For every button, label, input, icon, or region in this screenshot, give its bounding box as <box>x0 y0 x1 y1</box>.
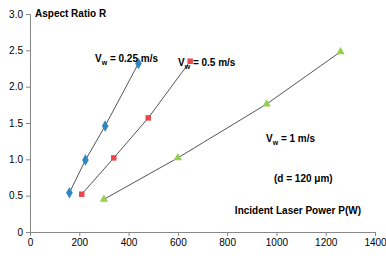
x-tick: 0 <box>28 232 34 248</box>
data-point <box>174 153 182 160</box>
x-tick-label: 1200 <box>315 237 338 248</box>
x-tick: 1200 <box>315 232 338 248</box>
y-tick-label: 0 <box>17 227 23 238</box>
x-tick-mark <box>227 232 228 236</box>
x-tick: 1000 <box>266 232 289 248</box>
x-tick-label: 600 <box>170 237 187 248</box>
data-point <box>66 187 73 198</box>
data-point <box>111 155 116 160</box>
y-tick-mark <box>26 14 30 15</box>
x-axis: 0 200 400 600 800 1000 1200 1400 <box>28 232 386 248</box>
y-tick: 0 <box>17 227 30 238</box>
x-tick: 200 <box>71 232 88 248</box>
y-tick: 1.5 <box>9 118 30 129</box>
x-tick-mark <box>178 232 179 236</box>
y-tick-mark <box>26 232 30 233</box>
y-tick-mark <box>26 196 30 197</box>
data-point <box>100 194 108 201</box>
data-point <box>82 154 89 165</box>
series-line <box>69 63 138 192</box>
x-tick-label: 0 <box>28 237 34 248</box>
y-axis-line <box>26 15 31 233</box>
y-tick-label: 0.5 <box>9 190 23 201</box>
x-tick-mark <box>276 232 277 236</box>
y-axis: 0 0.5 1.0 1.5 2.0 2.5 3.0 <box>9 9 30 238</box>
y-axis-title: Aspect Ratio R <box>35 8 107 19</box>
x-tick: 800 <box>219 232 236 248</box>
y-tick-mark <box>26 123 30 124</box>
series-label: Vw = 0.25 m/s <box>95 53 158 66</box>
y-tick-mark <box>26 50 30 51</box>
x-tick: 1400 <box>364 232 386 248</box>
x-axis-line <box>31 233 376 237</box>
x-tick-label: 400 <box>121 237 138 248</box>
x-tick-mark <box>375 232 376 236</box>
plot: 0 200 400 600 800 1000 1200 1400 0 0.5 1.0 1.5 2.0 2.… <box>9 8 386 248</box>
x-tick-label: 800 <box>219 237 236 248</box>
marks <box>66 47 345 202</box>
y-tick-label: 2.5 <box>9 45 23 56</box>
x-tick-mark <box>129 232 130 236</box>
x-tick-label: 200 <box>71 237 88 248</box>
series-line <box>104 52 341 200</box>
x-tick-label: 1400 <box>364 237 386 248</box>
x-tick-label: 1000 <box>266 237 289 248</box>
y-tick: 1.0 <box>9 154 30 165</box>
y-tick-mark <box>26 159 30 160</box>
y-tick: 3.0 <box>9 9 30 20</box>
y-tick-label: 3.0 <box>9 9 23 20</box>
x-tick-mark <box>79 232 80 236</box>
data-point <box>262 99 270 106</box>
y-tick: 0.5 <box>9 190 30 201</box>
series-label: Vw = 0.5 m/s <box>178 57 236 70</box>
data-point <box>79 191 84 196</box>
y-tick: 2.0 <box>9 81 30 92</box>
y-tick-label: 1.5 <box>9 118 23 129</box>
annotation: (d = 120 μm) <box>274 173 333 184</box>
data-point <box>146 115 151 120</box>
y-tick-label: 2.0 <box>9 81 23 92</box>
y-tick-label: 1.0 <box>9 154 23 165</box>
y-tick-mark <box>26 87 30 88</box>
x-tick: 400 <box>121 232 138 248</box>
series-line <box>82 61 190 194</box>
data-point <box>102 120 109 131</box>
y-tick: 2.5 <box>9 45 30 56</box>
series-label: Vw = 1 m/s <box>266 133 316 146</box>
data-point <box>336 47 344 54</box>
x-tick-mark <box>326 232 327 236</box>
x-tick: 600 <box>170 232 187 248</box>
chart: 0 200 400 600 800 1000 1200 1400 0 0.5 1.0 1.5 2.0 2.… <box>0 0 386 261</box>
x-axis-title: Incident Laser Power P(W) <box>235 205 361 216</box>
